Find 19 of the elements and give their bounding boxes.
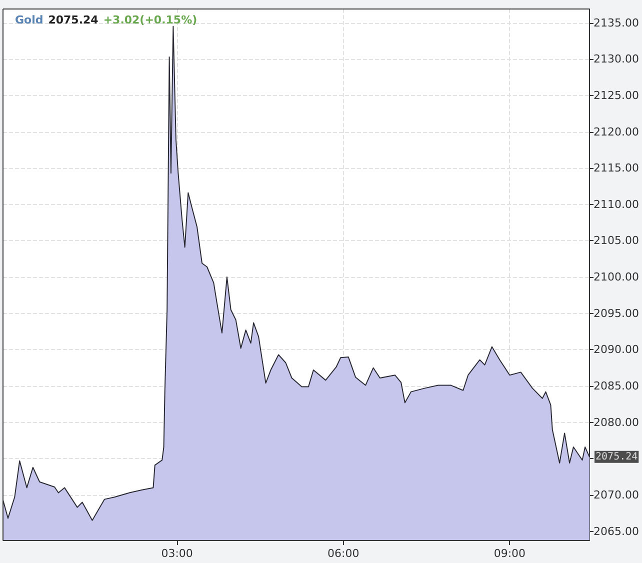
x-tick-label: 09:00 [494, 547, 526, 560]
y-tick-label: 2125.00 [594, 88, 640, 102]
chart-title: Gold 2075.24 +3.02(+0.15%) [15, 14, 198, 26]
x-tick-label: 03:00 [161, 547, 193, 560]
x-tick-label: 06:00 [328, 547, 360, 560]
y-tick-label: 2100.00 [594, 270, 640, 284]
y-tick-label: 2095.00 [594, 306, 640, 320]
y-tick-label: 2115.00 [594, 162, 640, 175]
y-tick-label: 2070.00 [594, 488, 640, 502]
y-tick-label: 2130.00 [594, 52, 640, 66]
annotation: 2075.24 [596, 451, 638, 462]
y-tick-label: 2065.00 [594, 524, 640, 538]
y-tick-label: 2120.00 [594, 125, 640, 138]
y-tick-label: 2110.00 [594, 198, 640, 211]
y-tick-label: 2090.00 [594, 343, 640, 356]
y-tick-label: 2135.00 [594, 16, 640, 30]
y-tick-label: 2080.00 [594, 416, 640, 429]
y-tick-label: 2085.00 [594, 380, 640, 393]
y-tick-label: 2105.00 [594, 234, 640, 248]
